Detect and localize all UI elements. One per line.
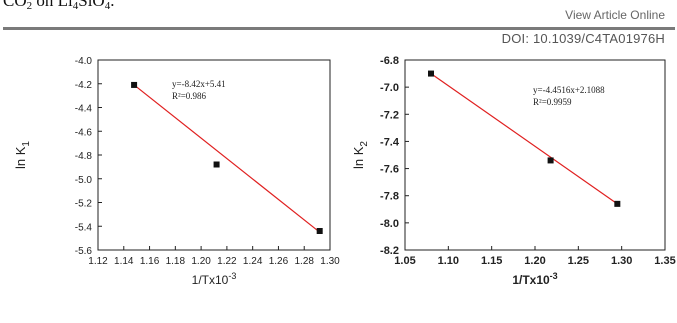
y-axis-title: ln K2 [351,141,370,169]
y-tick-label: -7.6 [380,164,399,176]
y-tick-label: -7.8 [380,191,399,203]
data-point [316,228,323,234]
x-tick-label: 1.20 [524,255,545,267]
y-tick-label: -4.4 [75,104,93,115]
chart-ln-k1: -4.0 -4.2 -4.4 -4.6 -4.8 -5.0 -5.2 -5.4 -5.61.12… [13,56,340,287]
x-axis-title: 1/Tx10-3 [192,271,237,287]
doi-text: DOI: 10.1039/C4TA01976H [501,31,665,46]
x-tick-label: 1.25 [568,255,589,267]
article-header: View Article Online [565,8,665,22]
x-axis-title: 1/Tx10-3 [512,271,557,287]
x-tick-label: 1.22 [217,256,237,267]
y-tick-label: -7.0 [380,82,399,94]
x-tick-label: 1.15 [481,255,502,267]
y-tick-label: -7.4 [380,136,400,148]
y-tick-label: -4.2 [75,80,93,91]
fit-r-squared: R²=0.9959 [533,97,572,107]
data-point [614,200,621,207]
y-tick-label: -4.8 [75,151,93,162]
data-point [213,161,220,168]
article-text-snippet: CO2 on Li4SiO4. [3,0,115,12]
y-tick-label: -4.6 [75,127,93,138]
y-tick-label: -5.6 [75,246,93,257]
fit-line [133,84,321,233]
y-tick-label: -4.0 [75,56,93,67]
fit-equation: y=-8.42x+5.41 [172,79,226,89]
header-divider [3,27,675,30]
x-tick-label: 1.30 [320,256,340,267]
fit-line [430,73,618,205]
y-tick-label: -8.2 [380,245,399,257]
y-tick-label: -8.0 [380,218,399,230]
view-article-online-link[interactable]: View Article Online [565,8,665,22]
x-tick-label: 1.26 [269,256,289,267]
fit-equation: y=-4.4516x+2.1088 [533,85,605,95]
y-tick-label: -5.4 [75,222,93,233]
chart-ln-k2: -6.8 -7.0 -7.2 -7.4 -7.6 -7.8 -8.0 -8.21.05 1.10… [351,55,676,287]
fit-r-squared: R²=0.986 [172,91,207,101]
x-tick-label: 1.05 [394,255,415,267]
data-point [131,81,138,88]
x-tick-label: 1.24 [243,256,263,267]
x-tick-label: 1.20 [191,256,211,267]
x-tick-label: 1.28 [294,256,314,267]
y-tick-label: -7.2 [380,109,399,121]
y-tick-label: -5.0 [75,175,93,186]
data-point [428,70,434,77]
y-axis-title: ln K1 [13,141,32,169]
x-tick-label: 1.16 [140,256,160,267]
data-point [547,157,554,164]
x-tick-label: 1.10 [438,255,459,267]
y-tick-label: -6.8 [380,55,399,67]
x-tick-label: 1.35 [654,255,675,267]
x-tick-label: 1.18 [166,256,186,267]
y-tick-label: -5.2 [75,199,93,210]
x-tick-label: 1.12 [88,256,108,267]
x-tick-label: 1.30 [611,255,632,267]
x-tick-label: 1.14 [114,256,134,267]
